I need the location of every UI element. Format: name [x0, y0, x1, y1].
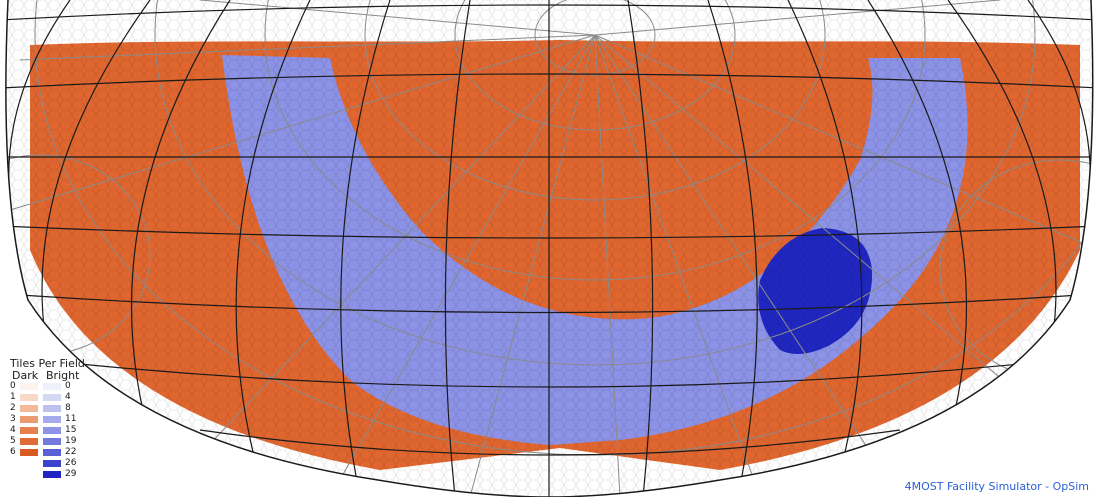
legend-bright-value: 0	[65, 381, 71, 391]
legend-row: 26	[10, 458, 130, 468]
legend-dark-value: 2	[10, 403, 16, 413]
legend-dark-value: 5	[10, 436, 16, 446]
legend-row: 29	[10, 469, 130, 479]
legend-bright-value: 26	[65, 458, 77, 468]
tiles-per-field-legend: Tiles Per Field Dark Bright 0 0 1 4 2 8 3 11 4 15…	[10, 358, 130, 493]
projection-outline	[5, 0, 1094, 497]
legend-bright-value: 8	[65, 403, 71, 413]
legend-bright-swatch	[43, 416, 61, 423]
legend-bright-value: 4	[65, 392, 71, 402]
legend-bright-swatch	[43, 471, 61, 478]
legend-dark-value: 0	[10, 381, 16, 391]
legend-dark-value: 4	[10, 425, 16, 435]
legend-bright-swatch	[43, 460, 61, 467]
legend-bright-swatch	[43, 449, 61, 456]
legend-bright-swatch	[43, 427, 61, 434]
legend-bright-swatch	[43, 405, 61, 412]
legend-bright-value: 15	[65, 425, 77, 435]
legend-row: 5 19	[10, 436, 130, 446]
legend-title: Tiles Per Field	[10, 357, 85, 370]
legend-bright-swatch	[43, 383, 61, 390]
legend-dark-swatch	[20, 449, 38, 456]
legend-dark-swatch	[20, 405, 38, 412]
legend-bright-value: 22	[65, 447, 77, 457]
legend-dark-swatch	[20, 383, 38, 390]
legend-dark-value: 3	[10, 414, 16, 424]
legend-row: 4 15	[10, 425, 130, 435]
legend-bright-value: 11	[65, 414, 77, 424]
legend-dark-value: 1	[10, 392, 16, 402]
legend-dark-swatch	[20, 427, 38, 434]
legend-bright-value: 19	[65, 436, 77, 446]
legend-bright-swatch	[43, 394, 61, 401]
legend-dark-header: Dark	[12, 369, 39, 382]
legend-row: 6 22	[10, 447, 130, 457]
legend-dark-value: 6	[10, 447, 16, 457]
legend-dark-swatch	[20, 438, 38, 445]
legend-row: 3 11	[10, 414, 130, 424]
legend-dark-swatch	[20, 416, 38, 423]
legend-bright-swatch	[43, 438, 61, 445]
simulator-credit: 4MOST Facility Simulator - OpSim	[904, 480, 1089, 493]
legend-bright-header: Bright	[46, 369, 80, 382]
legend-bright-value: 29	[65, 469, 77, 479]
legend-dark-swatch	[20, 394, 38, 401]
